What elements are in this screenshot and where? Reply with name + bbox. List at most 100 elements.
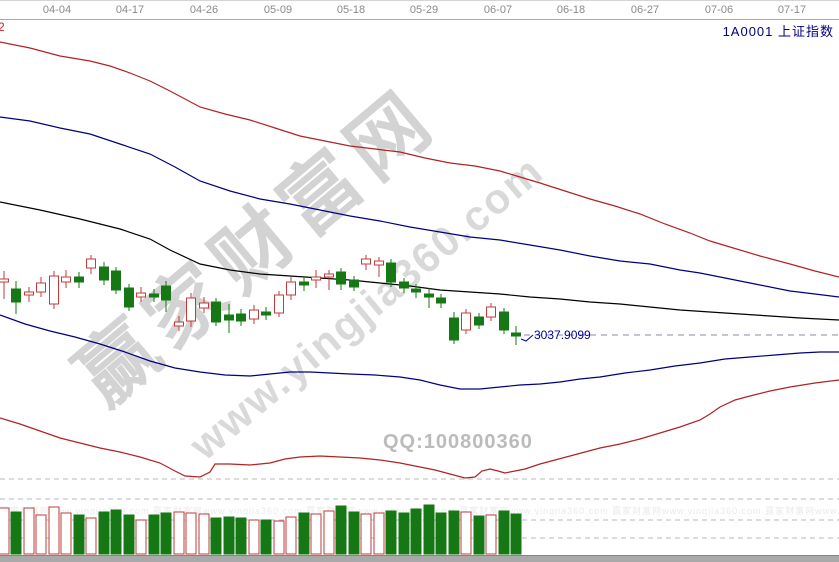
candle-body [374,260,384,266]
candle-body [136,292,146,298]
candle-body [99,266,109,281]
candle-body [186,297,196,322]
candle-body [11,288,21,303]
volume-bar [185,512,197,555]
candle-body [24,291,34,296]
band-upper-blue [0,116,839,298]
volume-bar [160,512,172,555]
volume-bar [335,505,347,555]
candle-body [411,288,421,293]
volume-bar [85,517,97,555]
volume-bar [385,510,397,555]
candle-body [236,313,246,322]
date-tick-label: 05-29 [409,4,439,16]
candle-body [86,258,96,269]
volume-bar [448,510,460,555]
candle-body [336,271,346,285]
candle-body [299,281,309,286]
volume-bar [73,514,85,555]
last-price-label: 3037.9099 [534,328,591,342]
volume-bar [498,510,510,555]
volume-bar [48,506,60,555]
volume-bar [223,516,235,555]
volume-bar [23,507,35,555]
candle-body [449,317,459,341]
candle-body [149,293,159,298]
volume-bar [260,519,272,555]
date-tick-label: 05-18 [336,4,366,16]
date-tick-label: 06-18 [556,4,586,16]
volume-bar [310,513,322,555]
candle-body [349,279,359,288]
volume-bar [10,511,22,555]
last-price-connector [520,334,534,342]
candle-body [286,281,296,296]
date-tick-label: 07-06 [704,4,734,16]
volume-bar [173,511,185,555]
candle-body [111,270,121,291]
candle-body [211,301,221,323]
volume-bar [423,504,435,555]
volume-bar [473,515,485,555]
candle-body [499,311,509,331]
candle-body [436,297,446,304]
volume-bar [60,512,72,555]
date-tick-label: 04-17 [115,4,145,16]
volume-bar [485,514,497,555]
candle-body [174,321,184,327]
volume-bar [360,513,372,555]
candle-body [461,312,471,331]
candle-body [49,275,59,305]
volume-bar [510,513,522,555]
volume-bar [148,514,160,555]
watermark-qq: QQ:100800360 [383,431,533,453]
candle-body [161,285,171,301]
date-tick-label: 06-07 [483,4,513,16]
symbol-title: 1A0001 上证指数 [722,24,834,39]
candle-body [74,276,84,283]
candle-body [324,273,334,278]
candle-body [511,332,521,337]
date-tick-label: 05-09 [263,4,293,16]
volume-bar [0,507,10,555]
candle-body [224,314,234,321]
date-tick-label: 07-17 [777,4,807,16]
candle-body [124,287,134,308]
volume-bar [135,519,147,555]
volume-bar [323,510,335,555]
volume-bar [235,517,247,555]
volume-bar [348,511,360,555]
candle-body [311,276,321,281]
candle-body [399,281,409,289]
candle-body [424,293,434,298]
volume-bar [398,512,410,555]
band-upper-red [0,41,839,278]
volume-bar [285,516,297,555]
volume-bar [373,512,385,555]
candle-body [386,262,396,283]
volume-bar [110,509,122,555]
date-tick-label: 04-26 [189,4,219,16]
volume-bar [435,512,447,555]
candle-body [36,282,46,293]
candle-body [486,306,496,318]
volume-bar [273,520,285,555]
band-lower-blue [0,314,839,390]
volume-bar [198,513,210,555]
candle-body [249,309,259,320]
horizontal-scrollbar[interactable] [0,555,839,562]
date-tick-label: 06-27 [630,4,660,16]
date-axis: 04-04 04-17 04-26 05-09 05-18 05-29 06-07 06-18… [0,0,839,20]
volume-bar [298,512,310,555]
left-scale-fragment: 2 [0,20,5,34]
candle-body [199,302,209,309]
candle-body [474,316,484,326]
candle-body [61,276,71,283]
volume-bar [123,514,135,555]
volume-bar [460,511,472,555]
volume-bar [410,508,422,555]
volume-bar [210,517,222,555]
volume-bar [35,514,47,555]
date-tick-label: 04-04 [42,4,72,16]
